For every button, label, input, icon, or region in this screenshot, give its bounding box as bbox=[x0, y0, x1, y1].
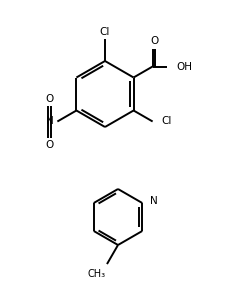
Text: N: N bbox=[150, 196, 158, 206]
Text: N: N bbox=[46, 116, 53, 127]
Text: Cl: Cl bbox=[100, 27, 110, 37]
Text: O: O bbox=[46, 94, 54, 103]
Text: Cl: Cl bbox=[162, 116, 172, 127]
Text: O: O bbox=[46, 140, 54, 149]
Text: O: O bbox=[150, 36, 158, 47]
Text: CH₃: CH₃ bbox=[88, 269, 106, 279]
Text: OH: OH bbox=[177, 62, 193, 71]
